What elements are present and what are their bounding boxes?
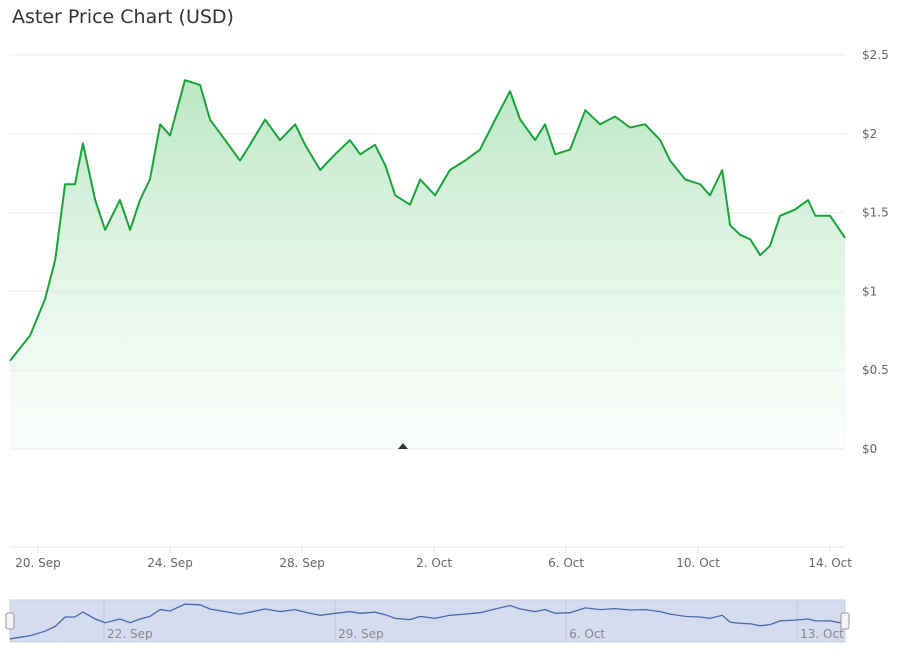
x-tick-label: 24. Sep (147, 556, 193, 570)
chart-title: Aster Price Chart (USD) (12, 6, 234, 28)
x-tick-label: 6. Oct (548, 556, 584, 570)
x-tick-label: 28. Sep (279, 556, 325, 570)
x-tick-label: 20. Sep (15, 556, 61, 570)
navigator-tick-label: 6. Oct (569, 627, 605, 641)
navigator-handle-left[interactable] (5, 612, 15, 630)
x-tick-label: 10. Oct (676, 556, 720, 570)
y-tick-label: $2.5 (862, 48, 889, 62)
y-axis: $0 $0.5 $1 $1.5 $2 $2.5 (862, 48, 889, 456)
navigator-tick-label: 29. Sep (338, 627, 384, 641)
navigator[interactable]: 22. Sep 29. Sep 6. Oct 13. Oct (5, 599, 850, 643)
x-tick-label: 2. Oct (416, 556, 452, 570)
navigator-handle-right[interactable] (840, 612, 850, 630)
price-line (9, 79, 846, 362)
zero-marker-icon (398, 443, 408, 449)
x-axis: 20. Sep 24. Sep 28. Sep 2. Oct 6. Oct 10. Oct… (15, 547, 852, 570)
price-area (10, 80, 845, 449)
y-tick-label: $1.5 (862, 206, 889, 220)
navigator-line (9, 603, 846, 640)
y-tick-label: $0.5 (862, 363, 889, 377)
x-tick-label: 14. Oct (808, 556, 852, 570)
navigator-tick-label: 13. Oct (800, 627, 844, 641)
navigator-tick-label: 22. Sep (107, 627, 153, 641)
y-tick-label: $1 (862, 284, 877, 298)
y-tick-label: $0 (862, 442, 877, 456)
y-tick-label: $2 (862, 127, 877, 141)
navigator-selection[interactable] (9, 599, 846, 643)
